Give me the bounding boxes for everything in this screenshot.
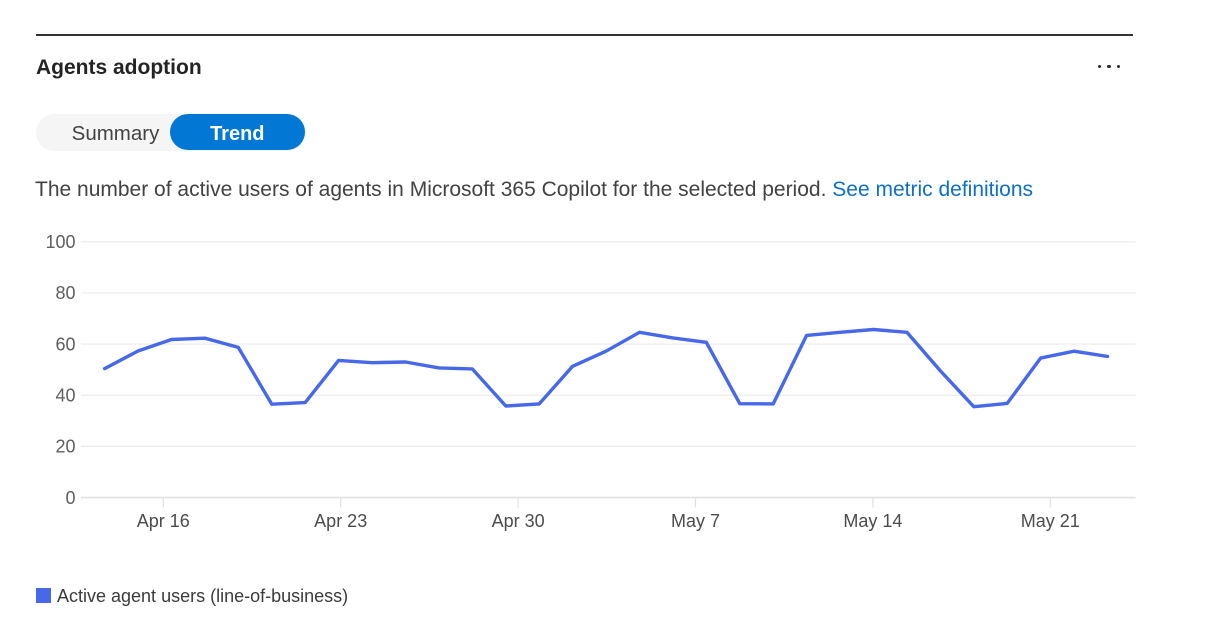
- svg-text:60: 60: [55, 334, 75, 354]
- svg-text:Apr 16: Apr 16: [137, 511, 190, 531]
- svg-text:20: 20: [55, 437, 75, 457]
- svg-text:80: 80: [55, 283, 75, 303]
- svg-text:May 21: May 21: [1021, 511, 1080, 531]
- svg-text:40: 40: [55, 386, 75, 406]
- svg-text:May 7: May 7: [671, 511, 720, 531]
- svg-text:100: 100: [45, 232, 75, 252]
- svg-text:Apr 23: Apr 23: [314, 511, 367, 531]
- svg-text:Apr 30: Apr 30: [492, 511, 545, 531]
- svg-text:0: 0: [65, 488, 75, 508]
- svg-text:May 14: May 14: [843, 511, 902, 531]
